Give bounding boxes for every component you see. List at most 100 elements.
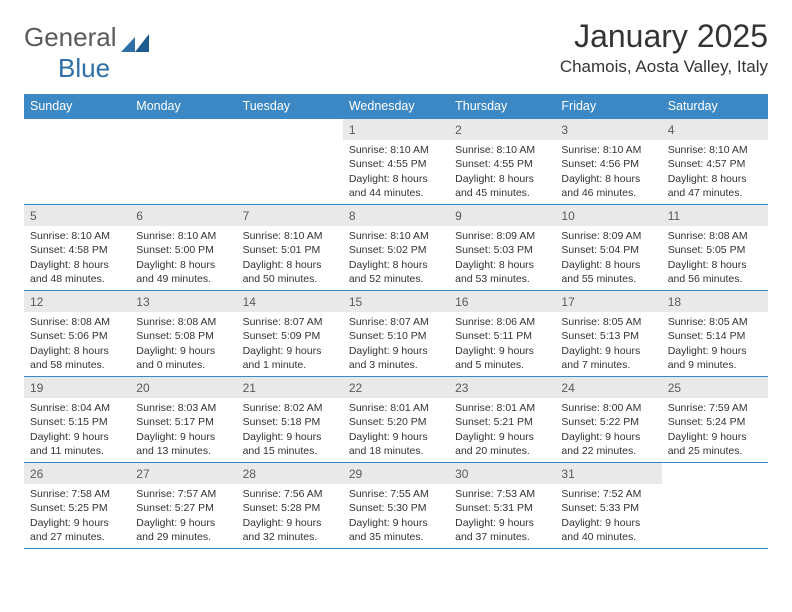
sunrise-text: Sunrise: 8:04 AM	[30, 401, 124, 415]
sunset-text: Sunset: 5:06 PM	[30, 329, 124, 343]
day-number: 8	[343, 205, 449, 226]
daylight-text: Daylight: 8 hours and 58 minutes.	[30, 344, 124, 372]
sunrise-text: Sunrise: 7:58 AM	[30, 487, 124, 501]
sunset-text: Sunset: 5:27 PM	[136, 501, 230, 515]
sunset-text: Sunset: 5:21 PM	[455, 415, 549, 429]
day-body: Sunrise: 8:08 AMSunset: 5:08 PMDaylight:…	[130, 312, 236, 376]
sunset-text: Sunset: 5:17 PM	[136, 415, 230, 429]
title-block: January 2025 Chamois, Aosta Valley, Ital…	[560, 18, 768, 77]
calendar-cell: 17Sunrise: 8:05 AMSunset: 5:13 PMDayligh…	[555, 291, 661, 377]
daylight-text: Daylight: 9 hours and 37 minutes.	[455, 516, 549, 544]
calendar-cell: 26Sunrise: 7:58 AMSunset: 5:25 PMDayligh…	[24, 463, 130, 549]
calendar-cell	[237, 119, 343, 205]
day-body: Sunrise: 8:07 AMSunset: 5:09 PMDaylight:…	[237, 312, 343, 376]
day-body: Sunrise: 8:04 AMSunset: 5:15 PMDaylight:…	[24, 398, 130, 462]
sunrise-text: Sunrise: 8:06 AM	[455, 315, 549, 329]
sunrise-text: Sunrise: 8:01 AM	[455, 401, 549, 415]
sunset-text: Sunset: 5:03 PM	[455, 243, 549, 257]
calendar-cell: 2Sunrise: 8:10 AMSunset: 4:55 PMDaylight…	[449, 119, 555, 205]
calendar-cell: 9Sunrise: 8:09 AMSunset: 5:03 PMDaylight…	[449, 205, 555, 291]
calendar-cell: 30Sunrise: 7:53 AMSunset: 5:31 PMDayligh…	[449, 463, 555, 549]
day-number: 7	[237, 205, 343, 226]
daylight-text: Daylight: 9 hours and 13 minutes.	[136, 430, 230, 458]
day-body: Sunrise: 8:09 AMSunset: 5:04 PMDaylight:…	[555, 226, 661, 290]
day-body: Sunrise: 8:03 AMSunset: 5:17 PMDaylight:…	[130, 398, 236, 462]
sunrise-text: Sunrise: 8:01 AM	[349, 401, 443, 415]
day-number: 1	[343, 119, 449, 140]
col-header: Saturday	[662, 94, 768, 119]
sunset-text: Sunset: 5:09 PM	[243, 329, 337, 343]
calendar-cell: 27Sunrise: 7:57 AMSunset: 5:27 PMDayligh…	[130, 463, 236, 549]
calendar-row: 12Sunrise: 8:08 AMSunset: 5:06 PMDayligh…	[24, 291, 768, 377]
sunset-text: Sunset: 5:28 PM	[243, 501, 337, 515]
calendar-cell: 3Sunrise: 8:10 AMSunset: 4:56 PMDaylight…	[555, 119, 661, 205]
day-number: 10	[555, 205, 661, 226]
day-number: 2	[449, 119, 555, 140]
sunrise-text: Sunrise: 7:57 AM	[136, 487, 230, 501]
day-body: Sunrise: 8:10 AMSunset: 5:01 PMDaylight:…	[237, 226, 343, 290]
calendar-cell: 23Sunrise: 8:01 AMSunset: 5:21 PMDayligh…	[449, 377, 555, 463]
day-body: Sunrise: 8:00 AMSunset: 5:22 PMDaylight:…	[555, 398, 661, 462]
day-body: Sunrise: 8:10 AMSunset: 4:57 PMDaylight:…	[662, 140, 768, 204]
day-body: Sunrise: 7:58 AMSunset: 5:25 PMDaylight:…	[24, 484, 130, 548]
daylight-text: Daylight: 9 hours and 32 minutes.	[243, 516, 337, 544]
col-header: Thursday	[449, 94, 555, 119]
col-header: Monday	[130, 94, 236, 119]
sunset-text: Sunset: 5:18 PM	[243, 415, 337, 429]
daylight-text: Daylight: 9 hours and 0 minutes.	[136, 344, 230, 372]
day-number: 13	[130, 291, 236, 312]
day-body: Sunrise: 8:01 AMSunset: 5:21 PMDaylight:…	[449, 398, 555, 462]
sunset-text: Sunset: 5:10 PM	[349, 329, 443, 343]
calendar-cell: 29Sunrise: 7:55 AMSunset: 5:30 PMDayligh…	[343, 463, 449, 549]
daylight-text: Daylight: 8 hours and 47 minutes.	[668, 172, 762, 200]
daylight-text: Daylight: 9 hours and 35 minutes.	[349, 516, 443, 544]
sunset-text: Sunset: 5:02 PM	[349, 243, 443, 257]
day-number: 11	[662, 205, 768, 226]
flag-icon	[121, 28, 149, 48]
calendar-cell: 28Sunrise: 7:56 AMSunset: 5:28 PMDayligh…	[237, 463, 343, 549]
daylight-text: Daylight: 9 hours and 9 minutes.	[668, 344, 762, 372]
daylight-text: Daylight: 9 hours and 22 minutes.	[561, 430, 655, 458]
sunset-text: Sunset: 4:58 PM	[30, 243, 124, 257]
sunrise-text: Sunrise: 8:05 AM	[668, 315, 762, 329]
sunset-text: Sunset: 5:01 PM	[243, 243, 337, 257]
daylight-text: Daylight: 9 hours and 5 minutes.	[455, 344, 549, 372]
calendar-cell: 14Sunrise: 8:07 AMSunset: 5:09 PMDayligh…	[237, 291, 343, 377]
day-number: 18	[662, 291, 768, 312]
daylight-text: Daylight: 8 hours and 45 minutes.	[455, 172, 549, 200]
sunset-text: Sunset: 5:25 PM	[30, 501, 124, 515]
calendar-cell: 31Sunrise: 7:52 AMSunset: 5:33 PMDayligh…	[555, 463, 661, 549]
sunrise-text: Sunrise: 8:00 AM	[561, 401, 655, 415]
col-header: Friday	[555, 94, 661, 119]
day-number: 6	[130, 205, 236, 226]
day-number: 9	[449, 205, 555, 226]
day-number: 16	[449, 291, 555, 312]
sunrise-text: Sunrise: 8:10 AM	[455, 143, 549, 157]
sunrise-text: Sunrise: 8:07 AM	[349, 315, 443, 329]
day-number: 3	[555, 119, 661, 140]
day-body: Sunrise: 7:56 AMSunset: 5:28 PMDaylight:…	[237, 484, 343, 548]
day-body: Sunrise: 8:10 AMSunset: 5:02 PMDaylight:…	[343, 226, 449, 290]
calendar-cell: 4Sunrise: 8:10 AMSunset: 4:57 PMDaylight…	[662, 119, 768, 205]
sunset-text: Sunset: 5:31 PM	[455, 501, 549, 515]
calendar-cell: 6Sunrise: 8:10 AMSunset: 5:00 PMDaylight…	[130, 205, 236, 291]
calendar-row: 26Sunrise: 7:58 AMSunset: 5:25 PMDayligh…	[24, 463, 768, 549]
day-number: 15	[343, 291, 449, 312]
sunrise-text: Sunrise: 8:07 AM	[243, 315, 337, 329]
day-body: Sunrise: 8:10 AMSunset: 4:55 PMDaylight:…	[449, 140, 555, 204]
sunset-text: Sunset: 4:55 PM	[455, 157, 549, 171]
calendar-cell: 8Sunrise: 8:10 AMSunset: 5:02 PMDaylight…	[343, 205, 449, 291]
calendar-cell: 25Sunrise: 7:59 AMSunset: 5:24 PMDayligh…	[662, 377, 768, 463]
daylight-text: Daylight: 8 hours and 44 minutes.	[349, 172, 443, 200]
calendar-cell: 7Sunrise: 8:10 AMSunset: 5:01 PMDaylight…	[237, 205, 343, 291]
sunset-text: Sunset: 4:56 PM	[561, 157, 655, 171]
calendar-row: 19Sunrise: 8:04 AMSunset: 5:15 PMDayligh…	[24, 377, 768, 463]
sunrise-text: Sunrise: 8:09 AM	[455, 229, 549, 243]
day-number: 14	[237, 291, 343, 312]
sunrise-text: Sunrise: 7:59 AM	[668, 401, 762, 415]
daylight-text: Daylight: 8 hours and 52 minutes.	[349, 258, 443, 286]
brand-logo: General	[24, 22, 151, 53]
day-body: Sunrise: 7:57 AMSunset: 5:27 PMDaylight:…	[130, 484, 236, 548]
calendar-header: Sunday Monday Tuesday Wednesday Thursday…	[24, 94, 768, 119]
calendar-cell	[130, 119, 236, 205]
